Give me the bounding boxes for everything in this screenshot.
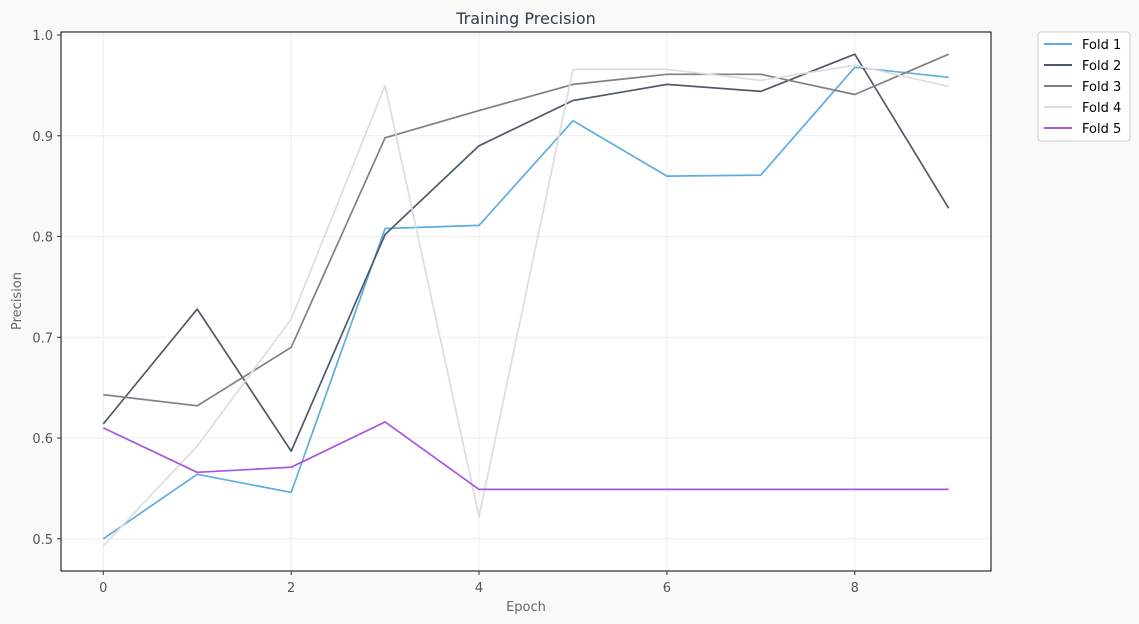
plot-area xyxy=(61,32,991,571)
x-tick-label: 8 xyxy=(851,581,859,596)
series-line-fold-5 xyxy=(102,421,949,491)
legend-label: Fold 2 xyxy=(1082,59,1121,74)
x-tick-label: 4 xyxy=(475,581,483,596)
y-tick-label: 0.6 xyxy=(32,432,53,447)
legend-label: Fold 3 xyxy=(1082,80,1121,95)
y-tick-label: 0.8 xyxy=(32,231,53,246)
x-axis-ticks: 0 2 4 6 8 xyxy=(99,571,859,596)
y-axis-ticks: 0.5 0.6 0.7 0.8 0.9 1.0 xyxy=(32,29,61,548)
legend-label: Fold 1 xyxy=(1082,38,1121,53)
x-tick-label: 2 xyxy=(287,581,295,596)
legend-label: Fold 4 xyxy=(1082,101,1121,116)
y-tick-label: 0.5 xyxy=(32,533,53,548)
legend-label: Fold 5 xyxy=(1082,122,1121,137)
series-lines xyxy=(102,53,950,547)
y-tick-label: 1.0 xyxy=(32,29,53,44)
x-axis-label: Epoch xyxy=(506,600,546,615)
chart-title: Training Precision xyxy=(455,9,596,28)
x-tick-label: 6 xyxy=(663,581,671,596)
y-tick-label: 0.7 xyxy=(32,331,53,346)
y-tick-label: 0.9 xyxy=(32,130,53,145)
series-line-fold-4 xyxy=(102,64,949,547)
series-line-fold-1 xyxy=(102,66,949,540)
legend-entries: Fold 1 Fold 2 Fold 3 Fold 4 Fold 5 xyxy=(1044,38,1121,137)
plot-frame xyxy=(60,31,992,572)
x-tick-label: 0 xyxy=(99,581,107,596)
legend: Fold 1 Fold 2 Fold 3 Fold 4 Fold 5 xyxy=(1037,31,1131,142)
y-axis-label: Precision xyxy=(10,272,25,330)
series-line-fold-3 xyxy=(103,53,950,407)
legend-box xyxy=(1037,31,1131,142)
